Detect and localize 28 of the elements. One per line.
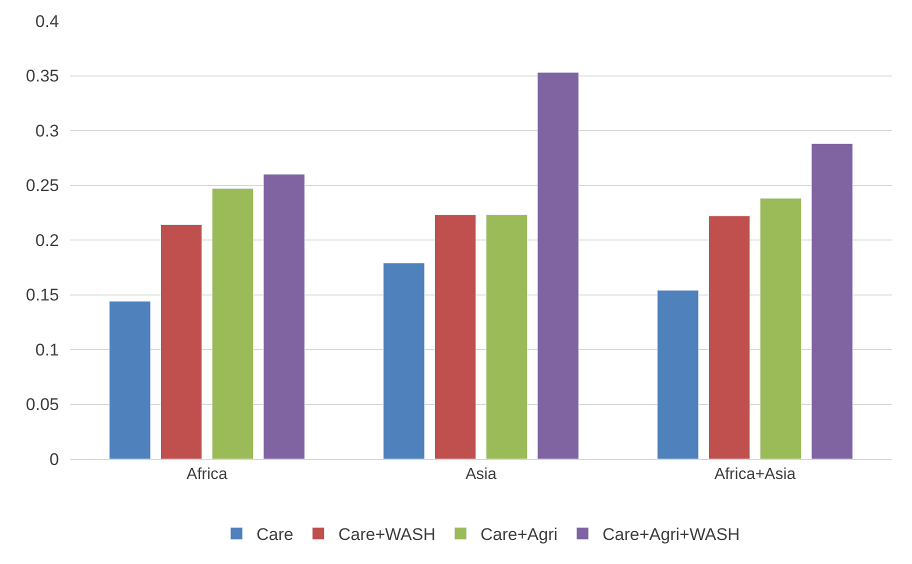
bar [160, 224, 202, 459]
legend-label: Care [256, 525, 294, 544]
bar [811, 143, 853, 459]
x-tick-label: Asia [465, 466, 497, 484]
y-tick-label: 0.4 [35, 12, 59, 31]
y-tick-label: 0.35 [26, 66, 59, 86]
bar [212, 188, 254, 459]
x-tick-label: Africa [186, 466, 228, 484]
bar [657, 290, 699, 459]
bar [537, 72, 579, 459]
y-tick-label: 0.2 [35, 230, 59, 250]
y-tick-label: 0 [50, 450, 59, 469]
legend-label: Care+Agri [480, 525, 558, 544]
bar [383, 262, 425, 459]
y-tick-label: 0.1 [35, 340, 59, 360]
bar [263, 174, 305, 459]
bar [434, 214, 476, 459]
legend-label: Care+WASH [338, 525, 436, 544]
y-tick-label: 0.25 [26, 176, 59, 196]
y-tick-label: 0.15 [26, 286, 59, 305]
bar [760, 198, 802, 459]
x-tick-label: Africa+Asia [714, 466, 796, 484]
bar [486, 214, 528, 459]
legend-label: Care+Agri+WASH [602, 525, 740, 544]
y-tick-label: 0.3 [35, 121, 59, 140]
y-tick-label: 0.05 [26, 395, 59, 414]
bar [109, 301, 151, 459]
bar [708, 216, 750, 459]
